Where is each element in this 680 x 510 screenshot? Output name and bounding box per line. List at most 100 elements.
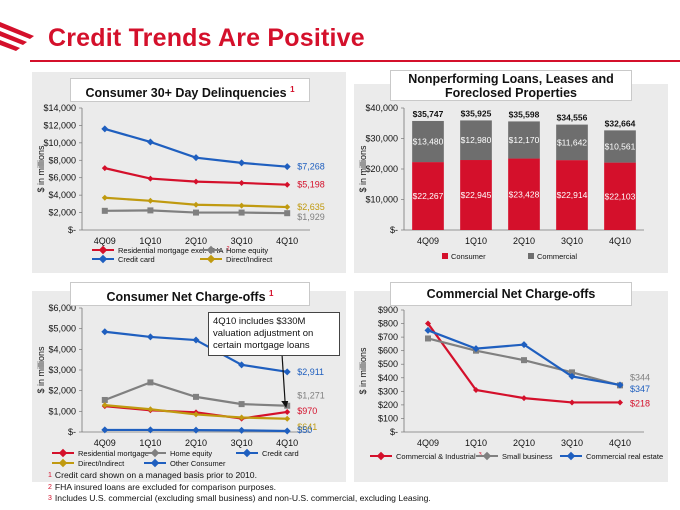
comnco-end-label-small-business: $344 (630, 372, 650, 382)
delinq-background (32, 72, 346, 273)
comnco-point-small-business (521, 357, 527, 364)
cnco-point-direct-indirect (284, 415, 291, 422)
cnco-point-home-equity (147, 379, 154, 386)
npl-bar-consumer (556, 160, 588, 230)
cnco-point-other-consumer (192, 426, 200, 434)
npl-bar-label-consumer: $23,428 (509, 189, 540, 199)
delinq-point-direct-indirect (101, 194, 108, 201)
comnco-ytick-label: $900 (378, 305, 398, 315)
npl-ytick-label: $40,000 (365, 103, 398, 113)
delinquencies-panel: $- $2,000 $4,000 $6,000 $8,000 $10,000 $12,000… (30, 70, 348, 275)
cnco-ytick-label: $- (68, 427, 76, 437)
delinq-ytick-label: $8,000 (48, 155, 76, 165)
commercial-nco-chart: $- $100 $200 $300 $400 $500 $600 $700 $800 $900 $ … (354, 291, 668, 482)
delinq-point-residential-mortgage-excl-fha (193, 178, 199, 185)
delinq-end-label-residential-mortgage-excl-fha: $5,198 (297, 180, 325, 190)
cnco-annotation-arrow (281, 353, 286, 404)
cnco-xtick-label: 4Q10 (276, 438, 298, 448)
delinq-legend-label-direct-indirect: Direct/Indirect (226, 255, 273, 264)
consumer-nco-title: Consumer Net Charge-offs 1 (70, 282, 310, 306)
comnco-legend-marker-commercial-real-estate (566, 451, 576, 461)
cnco-legend-marker-direct-indirect (58, 458, 68, 468)
cnco-point-home-equity (193, 393, 199, 400)
npl-bar-label-consumer: $22,914 (557, 190, 588, 200)
delinq-legend-label-residential-mortgage-excl-fha: Residential mortgage excl. FHA 2 (118, 246, 230, 255)
cnco-ytick-label: $1,000 (48, 406, 76, 416)
comnco-point-commercial-industrial (617, 399, 623, 406)
cnco-point-credit-card (283, 368, 291, 376)
footnote-3-text: Includes U.S. commercial (excluding smal… (54, 493, 431, 503)
cnco-ytick-label: $5,000 (48, 324, 76, 334)
nonperforming-chart: $- $10,000 $20,000 $30,000 $40,000 $ in milli… (354, 84, 668, 273)
delinq-end-label-direct-indirect: $2,635 (297, 202, 325, 212)
cnco-point-home-equity (238, 401, 245, 408)
cnco-point-other-consumer (238, 426, 246, 434)
footnote-2: 2 FHA insured loans are excluded for comp… (48, 482, 431, 494)
npl-xtick-label: 3Q10 (561, 236, 583, 246)
npl-bar-consumer (604, 162, 636, 230)
comnco-point-small-business (425, 335, 431, 342)
npl-bar-label-consumer: $22,267 (413, 191, 444, 201)
npl-bar-commercial (412, 120, 444, 163)
footnote-3: 3 Includes U.S. commercial (excluding sma… (48, 493, 431, 505)
delinq-point-residential-mortgage-excl-fha (284, 181, 291, 188)
comnco-ytick-label: $- (390, 427, 398, 437)
delinquencies-chart: $- $2,000 $4,000 $6,000 $8,000 $10,000 $12,000… (32, 72, 346, 273)
npl-bar-label-consumer: $22,103 (605, 191, 636, 201)
cnco-point-credit-card (192, 336, 200, 344)
cnco-legend-label-credit-card: Credit card (262, 449, 299, 458)
cnco-point-direct-indirect (238, 414, 245, 421)
footnote-1: 1 Credit card shown on a managed basis pr… (48, 470, 431, 482)
comnco-ytick-label: $400 (378, 373, 398, 383)
comnco-point-commercial-real-estate (424, 326, 432, 334)
cnco-end-label-residential-mortgage: $970 (297, 406, 317, 416)
page-title: Credit Trends Are Positive (48, 24, 365, 52)
consumer-nco-panel: $- $1,000 $2,000 $3,000 $4,000 $5,000 $6,000 $ … (30, 282, 348, 482)
npl-bar-total: $32,664 (605, 118, 636, 128)
footnotes: 1 Credit card shown on a managed basis pr… (48, 470, 431, 505)
delinq-xtick-label: 2Q10 (185, 236, 207, 246)
npl-bar-commercial (460, 120, 492, 161)
npl-xtick-label: 4Q09 (417, 236, 439, 246)
delinquencies-title: Consumer 30+ Day Delinquencies 1 (70, 78, 310, 102)
cnco-end-label-direct-indirect: $641 (297, 422, 317, 432)
delinq-end-label-credit-card: $7,268 (297, 162, 325, 172)
npl-ytick-label: $- (390, 225, 398, 235)
comnco-xtick-label: 4Q09 (417, 438, 439, 448)
npl-bar-total: $35,598 (509, 109, 540, 119)
delinq-xtick-label: 3Q10 (231, 236, 253, 246)
delinq-ytick-label: $4,000 (48, 190, 76, 200)
commercial-nco-panel: $- $100 $200 $300 $400 $500 $600 $700 $800 $900 $ … (352, 282, 670, 482)
delinq-ytick-label: $10,000 (43, 138, 76, 148)
comnco-point-commercial-industrial (569, 399, 575, 406)
cnco-point-home-equity (101, 396, 108, 403)
npl-bar-commercial (604, 130, 636, 163)
npl-xtick-label: 2Q10 (513, 236, 535, 246)
npl-ytick-label: $30,000 (365, 134, 398, 144)
delinq-ytick-label: $6,000 (48, 173, 76, 183)
comnco-point-small-business (569, 369, 575, 376)
comnco-ytick-label: $200 (378, 400, 398, 410)
nonperforming-panel: $- $10,000 $20,000 $30,000 $40,000 $ in milli… (352, 70, 670, 275)
comnco-legend-label-commercial-real-estate: Commercial real estate (586, 452, 663, 461)
delinq-ytick-label: $14,000 (43, 103, 76, 113)
npl-xtick-label: 1Q10 (465, 236, 487, 246)
consumer-nco-title-sup: 1 (269, 289, 274, 298)
commercial-nco-title-text: Commercial Net Charge-offs (426, 287, 596, 301)
delinq-point-direct-indirect (284, 204, 291, 211)
npl-bar-label-consumer: $22,945 (461, 190, 492, 200)
comnco-ytick-label: $700 (378, 332, 398, 342)
npl-bar-total: $35,747 (413, 109, 444, 119)
cnco-legend-label-residential-mortgage: Residential mortgage (78, 449, 149, 458)
comnco-xtick-label: 3Q10 (561, 438, 583, 448)
comnco-point-commercial-real-estate (520, 341, 528, 349)
delinq-point-residential-mortgage-excl-fha (101, 165, 108, 172)
comnco-legend-label-commercial-industrial: Commercial & Industrial3 (396, 452, 482, 461)
npl-bar-label-commercial: $12,170 (509, 135, 540, 145)
comnco-legend-marker-small-business (482, 451, 492, 461)
delinq-ytick-label: $- (68, 225, 76, 235)
cnco-legend-label-other-consumer: Other Consumer (170, 459, 226, 468)
cnco-legend-marker-home-equity (150, 448, 160, 458)
npl-bar-commercial (508, 121, 540, 159)
npl-bar-consumer (412, 162, 444, 230)
